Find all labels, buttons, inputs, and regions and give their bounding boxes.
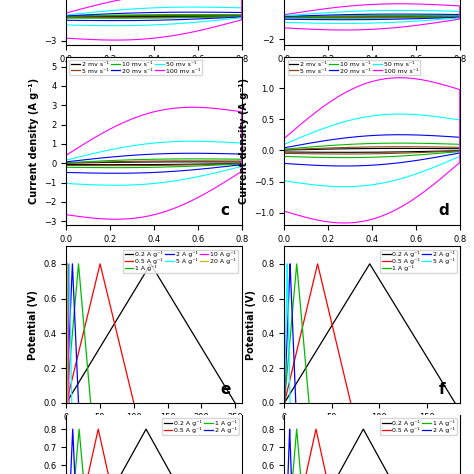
Legend: 0.2 A g⁻¹, 0.5 A g⁻¹, 1 A g⁻¹, 2 A g⁻¹, 5 A g⁻¹: 0.2 A g⁻¹, 0.5 A g⁻¹, 1 A g⁻¹, 2 A g⁻¹, … bbox=[380, 250, 456, 273]
Text: f: f bbox=[439, 382, 446, 397]
Text: c: c bbox=[221, 203, 230, 219]
Legend: 2 mv s⁻¹, 5 mv s⁻¹, 10 mv s⁻¹, 20 mv s⁻¹, 50 mv s⁻¹, 100 mv s⁻¹: 2 mv s⁻¹, 5 mv s⁻¹, 10 mv s⁻¹, 20 mv s⁻¹… bbox=[70, 60, 202, 75]
Text: d: d bbox=[439, 203, 449, 219]
Y-axis label: Current density (A g⁻¹): Current density (A g⁻¹) bbox=[239, 78, 249, 204]
Legend: 0.2 A g⁻¹, 0.5 A g⁻¹, 1 A g⁻¹, 2 A g⁻¹, 5 A g⁻¹, 10 A g⁻¹, 20 A g⁻¹: 0.2 A g⁻¹, 0.5 A g⁻¹, 1 A g⁻¹, 2 A g⁻¹, … bbox=[123, 250, 238, 273]
X-axis label: Potential (V): Potential (V) bbox=[337, 249, 407, 259]
Y-axis label: Potential (V): Potential (V) bbox=[28, 290, 38, 360]
Y-axis label: Potential (V): Potential (V) bbox=[246, 290, 256, 360]
X-axis label: Time (s): Time (s) bbox=[132, 427, 176, 437]
Legend: 0.2 A g⁻¹, 0.5 A g⁻¹, 1 A g⁻¹, 2 A g⁻¹: 0.2 A g⁻¹, 0.5 A g⁻¹, 1 A g⁻¹, 2 A g⁻¹ bbox=[380, 418, 456, 435]
Legend: 2 mv s⁻¹, 5 mv s⁻¹, 10 mv s⁻¹, 20 mv s⁻¹, 50 mv s⁻¹, 100 mv s⁻¹: 2 mv s⁻¹, 5 mv s⁻¹, 10 mv s⁻¹, 20 mv s⁻¹… bbox=[288, 60, 420, 75]
Text: e: e bbox=[221, 382, 231, 397]
X-axis label: Potential (V): Potential (V) bbox=[119, 69, 189, 79]
X-axis label: Potential (V): Potential (V) bbox=[337, 69, 407, 79]
X-axis label: Time (s): Time (s) bbox=[350, 427, 394, 437]
X-axis label: Potential (V): Potential (V) bbox=[119, 249, 189, 259]
Y-axis label: Current density (A g⁻¹): Current density (A g⁻¹) bbox=[29, 78, 39, 204]
Legend: 0.2 A g⁻¹, 0.5 A g⁻¹, 1 A g⁻¹, 2 A g⁻¹: 0.2 A g⁻¹, 0.5 A g⁻¹, 1 A g⁻¹, 2 A g⁻¹ bbox=[162, 418, 238, 435]
